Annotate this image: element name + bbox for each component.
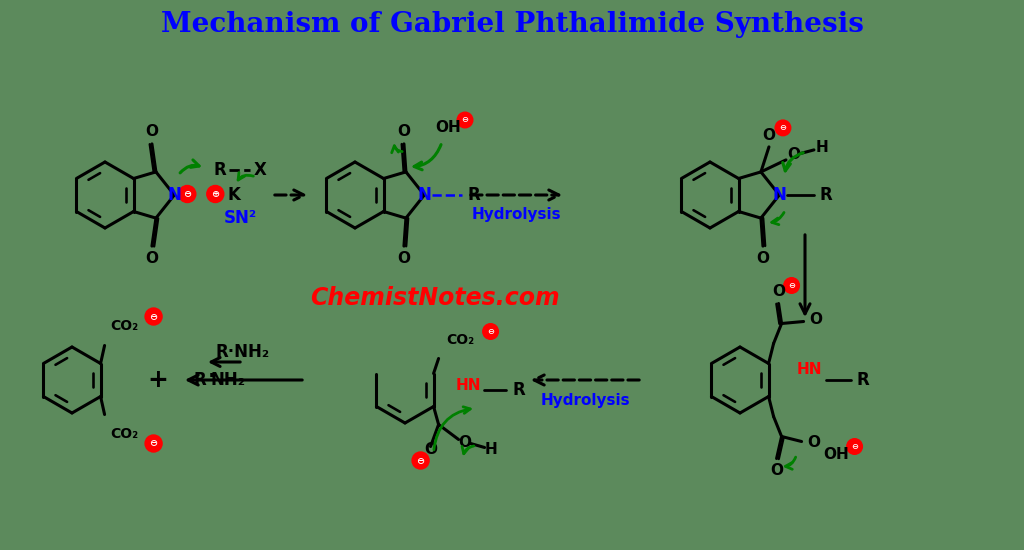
Circle shape	[179, 185, 196, 202]
Text: K: K	[228, 186, 241, 204]
Text: H: H	[484, 442, 497, 457]
Circle shape	[482, 324, 499, 339]
Text: O: O	[458, 435, 471, 450]
Text: OH: OH	[435, 120, 461, 135]
Text: O: O	[397, 124, 411, 139]
Text: HN: HN	[797, 362, 822, 377]
Circle shape	[145, 308, 162, 325]
Text: O: O	[787, 147, 801, 162]
Text: R: R	[857, 371, 869, 389]
Text: O: O	[770, 463, 783, 478]
Text: CO₂: CO₂	[111, 318, 138, 333]
Text: ⊖: ⊖	[183, 189, 191, 199]
Text: O: O	[424, 442, 437, 457]
Text: R: R	[214, 161, 226, 179]
Text: O: O	[807, 435, 820, 450]
Text: R: R	[513, 381, 525, 399]
Text: O: O	[763, 128, 775, 144]
Circle shape	[775, 120, 791, 136]
Text: Hydrolysis: Hydrolysis	[541, 393, 630, 408]
Circle shape	[847, 439, 862, 454]
Text: CO₂: CO₂	[111, 427, 138, 442]
Text: ⊖: ⊖	[487, 327, 494, 336]
Text: ·: ·	[208, 366, 216, 386]
Text: O: O	[397, 251, 411, 266]
Text: ChemistNotes.com: ChemistNotes.com	[310, 286, 560, 310]
Text: H: H	[815, 140, 828, 156]
Text: O: O	[757, 251, 769, 266]
Text: OH: OH	[823, 447, 850, 462]
Text: Hydrolysis: Hydrolysis	[471, 207, 561, 223]
Text: Mechanism of Gabriel Phthalimide Synthesis: Mechanism of Gabriel Phthalimide Synthes…	[161, 12, 863, 38]
Circle shape	[412, 452, 429, 469]
Text: R: R	[194, 371, 207, 389]
Text: O: O	[772, 284, 785, 299]
Text: ⊖: ⊖	[851, 442, 858, 451]
Text: X: X	[254, 161, 266, 179]
Text: N: N	[167, 186, 181, 204]
Text: N: N	[418, 186, 431, 204]
Circle shape	[145, 435, 162, 452]
Text: ⊖: ⊖	[779, 123, 786, 133]
Circle shape	[457, 112, 473, 128]
Text: +: +	[147, 368, 168, 392]
Text: O: O	[145, 251, 159, 266]
Text: HN: HN	[456, 378, 481, 393]
Text: ⊖: ⊖	[788, 281, 795, 290]
Text: CO₂: CO₂	[446, 333, 475, 348]
Text: R·NH₂: R·NH₂	[216, 343, 270, 361]
Text: O: O	[809, 312, 822, 327]
Text: O: O	[145, 124, 159, 139]
Text: ⊕: ⊕	[211, 189, 219, 199]
Text: N: N	[772, 186, 786, 204]
Text: ⊖: ⊖	[462, 116, 469, 124]
Text: ⊖: ⊖	[150, 311, 158, 322]
Text: SN²: SN²	[223, 209, 257, 227]
Circle shape	[783, 278, 800, 293]
Text: NH₂: NH₂	[211, 371, 246, 389]
Text: R: R	[820, 186, 833, 204]
Text: R: R	[468, 186, 480, 204]
Text: ⊖: ⊖	[417, 455, 425, 465]
Text: ⊖: ⊖	[150, 438, 158, 448]
Circle shape	[207, 185, 224, 202]
